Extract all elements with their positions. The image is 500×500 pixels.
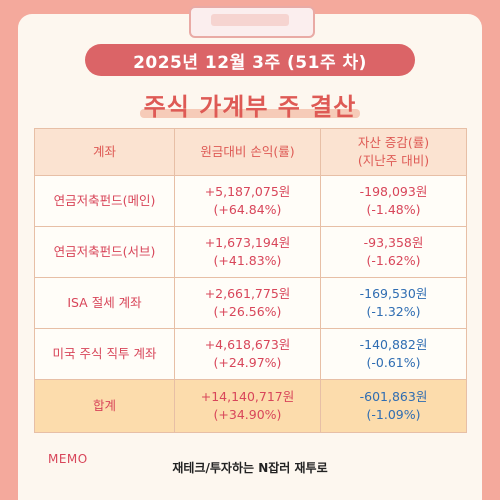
pnl-cell: +1,673,194원 (+41.83%) bbox=[174, 226, 321, 278]
change-amount: -140,882원 bbox=[359, 337, 428, 352]
binder-clip-inner bbox=[211, 14, 289, 26]
total-label: 합계 bbox=[34, 379, 175, 433]
week-label-badge: 2025년 12월 3주 (51주 차) bbox=[85, 44, 415, 76]
memo-label: MEMO bbox=[48, 452, 88, 466]
pnl-amount: +1,673,194원 bbox=[204, 235, 291, 250]
change-rate: (-1.48%) bbox=[366, 202, 421, 217]
change-rate: (-1.62%) bbox=[366, 253, 421, 268]
header-pnl: 원금대비 손익(률) bbox=[174, 128, 321, 176]
change-rate: (-0.61%) bbox=[366, 355, 421, 370]
total-row: 합계 +14,140,717원 (+34.90%) -601,863원 (-1.… bbox=[34, 379, 467, 433]
pnl-amount: +2,661,775원 bbox=[204, 286, 291, 301]
table-header-row: 계좌 원금대비 손익(률) 자산 증감(률) (지난주 대비) bbox=[34, 128, 467, 176]
pnl-amount: +4,618,673원 bbox=[204, 337, 291, 352]
change-amount: -93,358원 bbox=[363, 235, 424, 250]
account-name: 연금저축펀드(메인) bbox=[34, 175, 175, 227]
table-row: 연금저축펀드(서브) +1,673,194원 (+41.83%) -93,358… bbox=[34, 226, 467, 278]
pnl-amount: +5,187,075원 bbox=[204, 184, 291, 199]
total-change-amount: -601,863원 bbox=[359, 389, 428, 404]
pnl-rate: (+41.83%) bbox=[213, 253, 282, 268]
title-highlight bbox=[140, 109, 360, 118]
account-name: 연금저축펀드(서브) bbox=[34, 226, 175, 278]
change-rate: (-1.32%) bbox=[366, 304, 421, 319]
table-row: 미국 주식 직투 계좌 +4,618,673원 (+24.97%) -140,8… bbox=[34, 328, 467, 380]
change-cell: -93,358원 (-1.62%) bbox=[320, 226, 467, 278]
header-change-line1: 자산 증감(률) bbox=[357, 135, 430, 150]
pnl-cell: +2,661,775원 (+26.56%) bbox=[174, 277, 321, 329]
change-amount: -198,093원 bbox=[359, 184, 428, 199]
total-change-rate: (-1.09%) bbox=[366, 407, 421, 422]
page-title: 주식 가계부 주 결산 bbox=[143, 93, 357, 121]
table-row: ISA 절세 계좌 +2,661,775원 (+26.56%) -169,530… bbox=[34, 277, 467, 329]
header-change: 자산 증감(률) (지난주 대비) bbox=[320, 128, 467, 176]
account-name: 미국 주식 직투 계좌 bbox=[34, 328, 175, 380]
footer-credit: 재테크/투자하는 N잡러 재투로 bbox=[172, 461, 328, 475]
table-row: 연금저축펀드(메인) +5,187,075원 (+64.84%) -198,09… bbox=[34, 175, 467, 227]
total-change-cell: -601,863원 (-1.09%) bbox=[320, 379, 467, 433]
change-cell: -198,093원 (-1.48%) bbox=[320, 175, 467, 227]
total-pnl-rate: (+34.90%) bbox=[213, 407, 282, 422]
pnl-rate: (+24.97%) bbox=[213, 355, 282, 370]
binder-clip bbox=[189, 6, 315, 38]
pnl-rate: (+64.84%) bbox=[213, 202, 282, 217]
header-account: 계좌 bbox=[34, 128, 175, 176]
change-cell: -140,882원 (-0.61%) bbox=[320, 328, 467, 380]
pnl-cell: +5,187,075원 (+64.84%) bbox=[174, 175, 321, 227]
header-change-line2: (지난주 대비) bbox=[357, 153, 430, 168]
change-cell: -169,530원 (-1.32%) bbox=[320, 277, 467, 329]
total-pnl-cell: +14,140,717원 (+34.90%) bbox=[174, 379, 321, 433]
pnl-cell: +4,618,673원 (+24.97%) bbox=[174, 328, 321, 380]
pnl-rate: (+26.56%) bbox=[213, 304, 282, 319]
weekly-summary-table: 계좌 원금대비 손익(률) 자산 증감(률) (지난주 대비) 연금저축펀드(메… bbox=[34, 128, 467, 433]
account-name: ISA 절세 계좌 bbox=[34, 277, 175, 329]
total-pnl-amount: +14,140,717원 bbox=[200, 389, 295, 404]
change-amount: -169,530원 bbox=[359, 286, 428, 301]
